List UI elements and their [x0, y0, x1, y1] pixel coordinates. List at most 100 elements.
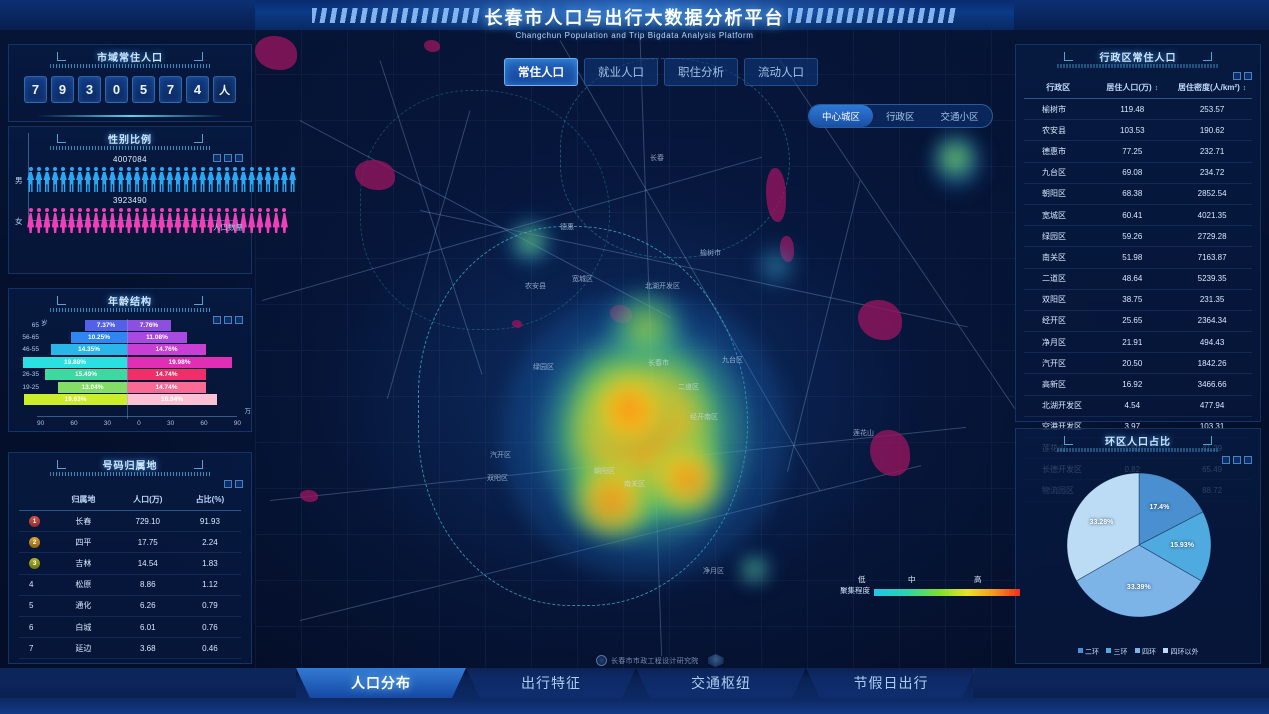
person-icon: [133, 208, 141, 234]
segment-2[interactable]: 交通小区: [940, 112, 979, 123]
bar-chart-icon[interactable]: [213, 154, 221, 162]
segment-1[interactable]: 行政区: [886, 112, 915, 123]
table-row[interactable]: 德惠市 77.25 232.71: [1024, 140, 1252, 163]
pie-slice-3[interactable]: [1066, 472, 1140, 582]
pie-svg[interactable]: [1016, 457, 1262, 633]
pyramid-female-bar[interactable]: 14.76%: [127, 344, 206, 356]
table-row[interactable]: 绿园区 59.26 2729.28: [1024, 225, 1252, 248]
download-icon[interactable]: [235, 480, 243, 488]
table-row[interactable]: 南关区 51.98 7163.87: [1024, 246, 1252, 269]
download-icon[interactable]: [235, 316, 243, 324]
tab-0[interactable]: 常住人口: [504, 58, 578, 86]
download-icon[interactable]: [1244, 72, 1252, 80]
pyramid-male-bar[interactable]: 13.04%: [58, 381, 127, 393]
footer-nav-item-1[interactable]: 出行特征: [466, 668, 636, 698]
pyramid-female-bar[interactable]: 11.08%: [127, 332, 187, 344]
table-row[interactable]: 1 长春 729.10 91.93: [19, 510, 241, 533]
pyramid-row: 0-1819.63%16.94%: [15, 393, 245, 406]
pyramid-male-bar[interactable]: 14.35%: [51, 344, 127, 356]
table-row[interactable]: 二道区 48.64 5239.35: [1024, 268, 1252, 290]
cell-district: 朝阳区: [1024, 183, 1093, 205]
column-header[interactable]: [19, 489, 51, 511]
heatmap-legend-marks: 低 中 高: [840, 574, 986, 585]
corner-tick-right-icon: [1203, 52, 1212, 61]
table-row[interactable]: 农安县 103.53 190.62: [1024, 119, 1252, 142]
column-header[interactable]: 占比(%): [178, 489, 241, 511]
pyramid-male-bar[interactable]: 15.49%: [45, 369, 127, 381]
tab-1[interactable]: 就业人口: [584, 58, 658, 86]
pyramid-female-bar[interactable]: 19.98%: [127, 356, 232, 368]
table-view-icon[interactable]: [224, 154, 232, 162]
table-row[interactable]: 7 延边 3.68 0.46: [19, 637, 241, 660]
pie-slice-0[interactable]: [1138, 472, 1204, 546]
person-icon: [239, 167, 247, 193]
table-row[interactable]: 北湖开发区 4.54 477.94: [1024, 395, 1252, 417]
sort-icon[interactable]: ↕: [1154, 85, 1159, 92]
person-icon: [51, 208, 59, 234]
pie-chart-icon[interactable]: [1222, 456, 1230, 464]
pyramid-female-bar[interactable]: 7.76%: [127, 319, 171, 331]
legend-item-1[interactable]: 三环: [1106, 647, 1128, 657]
table-row[interactable]: 九台区 69.08 234.72: [1024, 162, 1252, 184]
column-header[interactable]: 居住密度(人/km²) ↕: [1172, 77, 1252, 99]
panel-underline: [1057, 448, 1219, 452]
cell-density: 494.43: [1172, 331, 1252, 354]
table-row[interactable]: 净月区 21.91 494.43: [1024, 331, 1252, 354]
table-row[interactable]: 双阳区 38.75 231.35: [1024, 289, 1252, 311]
pyramid-male-bar[interactable]: 10.25%: [71, 332, 127, 344]
download-icon[interactable]: [235, 154, 243, 162]
cell-density: 5239.35: [1172, 268, 1252, 290]
table-row[interactable]: 3 吉林 14.54 1.83: [19, 552, 241, 575]
cell-district: 双阳区: [1024, 289, 1093, 311]
pyramid-female-bar[interactable]: 16.94%: [127, 394, 217, 406]
pyramid-male-bar[interactable]: 19.88%: [23, 356, 127, 368]
area-mode-segmented-control: 中心城区 行政区 交通小区: [808, 104, 993, 128]
tab-2[interactable]: 职住分析: [664, 58, 738, 86]
legend-item-0[interactable]: 二环: [1077, 647, 1099, 657]
download-icon[interactable]: [1244, 456, 1252, 464]
table-view-icon[interactable]: [1233, 72, 1241, 80]
table-row[interactable]: 汽开区 20.50 1842.26: [1024, 352, 1252, 375]
table-view-icon[interactable]: [1233, 456, 1241, 464]
table-view-icon[interactable]: [224, 480, 232, 488]
tab-3[interactable]: 流动人口: [744, 58, 818, 86]
map-label: 长春: [650, 155, 664, 162]
table-row[interactable]: 榆树市 119.48 253.57: [1024, 98, 1252, 121]
legend-item-2[interactable]: 四环: [1134, 647, 1156, 657]
table-row[interactable]: 6 白城 6.01 0.76: [19, 616, 241, 639]
table-row[interactable]: 高新区 16.92 3466.66: [1024, 373, 1252, 396]
panel-header: 环区人口占比: [1016, 429, 1260, 455]
pyramid-male-bar[interactable]: 19.63%: [24, 394, 127, 406]
pyramid-male-bar[interactable]: 7.37%: [85, 319, 127, 331]
watermark: 长春市市政工程设计研究院: [596, 654, 724, 667]
table-row[interactable]: 2 四平 17.75 2.24: [19, 531, 241, 554]
column-header[interactable]: 归属地: [50, 489, 117, 511]
table-row[interactable]: 5 通化 6.26 0.79: [19, 595, 241, 617]
table-row[interactable]: 经开区 25.65 2364.34: [1024, 310, 1252, 333]
pyramid-x-unit: 万: [244, 408, 252, 415]
person-icon: [223, 208, 231, 234]
table-view-icon[interactable]: [224, 316, 232, 324]
legend-item-3[interactable]: 四环以外: [1163, 647, 1199, 657]
table-row[interactable]: 宽城区 60.41 4021.35: [1024, 204, 1252, 227]
column-header[interactable]: 人口(万): [116, 489, 179, 511]
pie-slice-1[interactable]: [1138, 511, 1212, 582]
table-row[interactable]: 4 松原 8.86 1.12: [19, 574, 241, 596]
column-header[interactable]: 行政区: [1024, 77, 1093, 99]
person-icon: [190, 167, 198, 193]
map-heat-cluster: [744, 560, 764, 580]
legend-swatch-icon: [1163, 648, 1168, 653]
bar-chart-icon[interactable]: [213, 316, 221, 324]
table-row[interactable]: 朝阳区 68.38 2852.54: [1024, 183, 1252, 205]
column-header[interactable]: 居住人口(万) ↕: [1092, 77, 1173, 99]
cell-population: 68.38: [1092, 183, 1173, 205]
person-icon: [100, 167, 108, 193]
segment-0[interactable]: 中心城区: [809, 105, 874, 127]
sort-icon[interactable]: ↕: [1242, 85, 1247, 92]
footer-nav-item-0[interactable]: 人口分布: [296, 668, 466, 698]
pyramid-female-bar[interactable]: 14.74%: [127, 381, 206, 393]
pyramid-female-bar[interactable]: 14.74%: [127, 369, 206, 381]
panel-title: 性别比例: [108, 135, 152, 146]
footer-nav-item-2[interactable]: 交通枢纽: [636, 668, 806, 698]
footer-nav-item-3[interactable]: 节假日出行: [806, 668, 976, 698]
